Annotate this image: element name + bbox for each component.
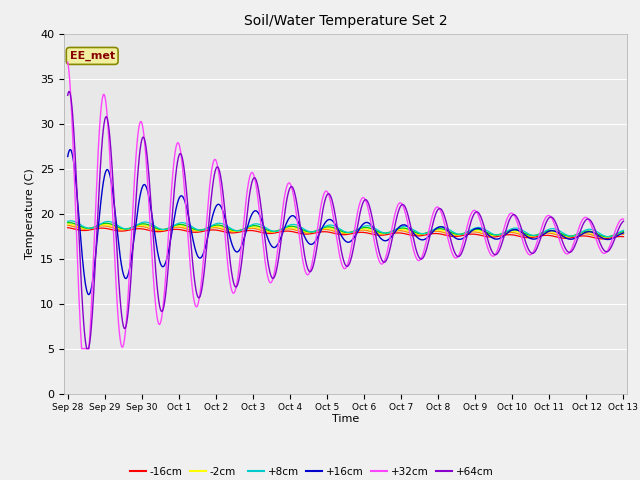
Title: Soil/Water Temperature Set 2: Soil/Water Temperature Set 2 xyxy=(244,14,447,28)
Legend: -16cm, -8cm, -2cm, +2cm, +8cm, +16cm, +32cm, +64cm: -16cm, -8cm, -2cm, +2cm, +8cm, +16cm, +3… xyxy=(126,463,498,480)
Y-axis label: Temperature (C): Temperature (C) xyxy=(24,168,35,259)
X-axis label: Time: Time xyxy=(332,414,359,424)
Text: EE_met: EE_met xyxy=(70,51,115,61)
